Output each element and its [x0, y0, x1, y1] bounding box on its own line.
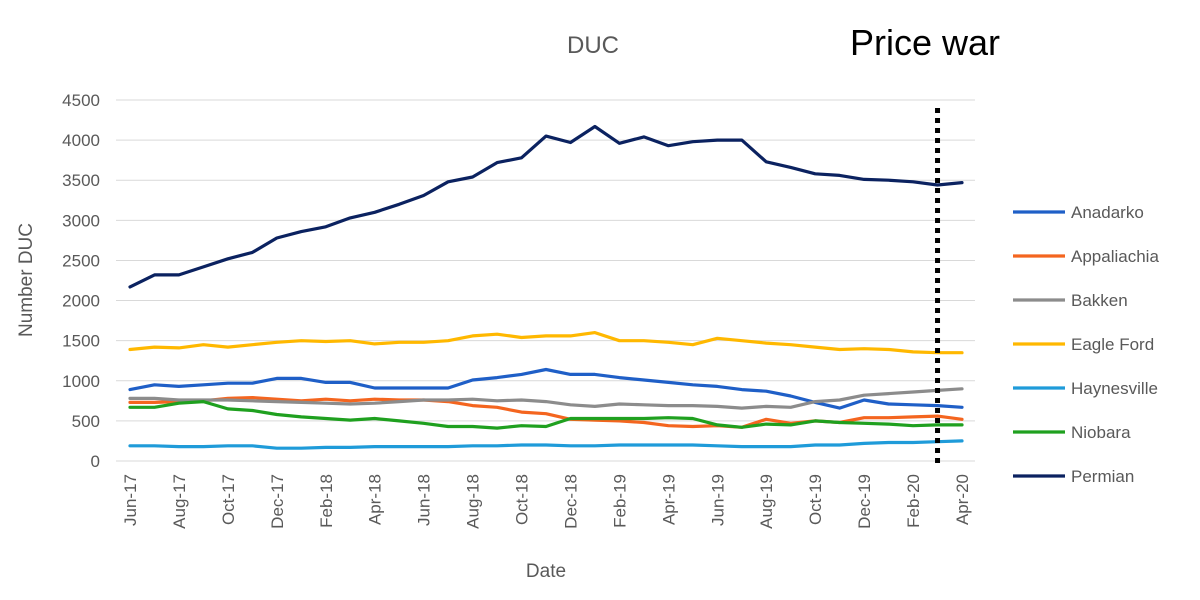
series-lines — [128, 124, 964, 450]
y-tick-label: 2000 — [62, 292, 100, 311]
x-tick-label: Oct-19 — [806, 474, 825, 525]
x-tick-label: Aug-19 — [757, 474, 776, 529]
x-tick-label: Jun-17 — [121, 474, 140, 526]
x-tick-label: Dec-19 — [855, 474, 874, 529]
legend: Anadarko Appaliachia Bakken Eagle Ford Hayne… — [1013, 203, 1159, 486]
price-war-annotation: Price war — [850, 22, 1000, 63]
x-axis-label: Date — [526, 561, 566, 582]
y-tick-label: 0 — [91, 452, 100, 471]
y-tick-label: 3500 — [62, 171, 100, 190]
x-tick-label: Aug-18 — [464, 474, 483, 529]
x-tick-label: Oct-17 — [219, 474, 238, 525]
legend-label: Bakken — [1071, 291, 1128, 310]
x-tick-label: Jun-19 — [708, 474, 727, 526]
legend-label: Permian — [1071, 467, 1134, 486]
x-tick-label: Feb-19 — [610, 474, 629, 528]
y-axis-label: Number DUC — [16, 223, 37, 337]
x-tick-label: Oct-18 — [513, 474, 532, 525]
legend-label: Haynesville — [1071, 379, 1158, 398]
series-line-bakken — [128, 387, 964, 410]
y-tick-label: 1500 — [62, 332, 100, 351]
y-tick-label: 3000 — [62, 211, 100, 230]
series-line-permian — [128, 124, 964, 289]
x-tick-label: Feb-18 — [317, 474, 336, 528]
legend-label: Niobara — [1071, 423, 1131, 442]
y-tick-label: 1000 — [62, 372, 100, 391]
x-tick-label: Aug-17 — [170, 474, 189, 529]
x-axis-ticks: Jun-17 Aug-17 Oct-17 Dec-17 Feb-18 Apr-18 Jun-… — [121, 474, 972, 529]
chart-title: DUC — [567, 32, 619, 59]
y-tick-label: 2500 — [62, 251, 100, 270]
series-line-eagle-ford — [128, 331, 964, 355]
x-tick-label: Apr-19 — [659, 474, 678, 525]
y-axis-ticks: 0 500 1000 1500 2000 2500 3000 3500 4000 4500 — [62, 91, 100, 471]
x-tick-label: Apr-20 — [953, 474, 972, 525]
y-tick-label: 500 — [72, 412, 100, 431]
x-tick-label: Feb-20 — [904, 474, 923, 528]
series-line-anadarko — [128, 367, 964, 410]
legend-label: Anadarko — [1071, 203, 1144, 222]
x-tick-label: Jun-18 — [415, 474, 434, 526]
x-tick-label: Dec-17 — [268, 474, 287, 529]
x-tick-label: Dec-18 — [561, 474, 580, 529]
series-line-haynesville — [128, 439, 964, 450]
legend-label: Appaliachia — [1071, 247, 1159, 266]
x-tick-label: Apr-18 — [366, 474, 385, 525]
series-line-niobara — [128, 400, 964, 430]
y-tick-label: 4000 — [62, 131, 100, 150]
y-tick-label: 4500 — [62, 91, 100, 110]
legend-label: Eagle Ford — [1071, 335, 1154, 354]
